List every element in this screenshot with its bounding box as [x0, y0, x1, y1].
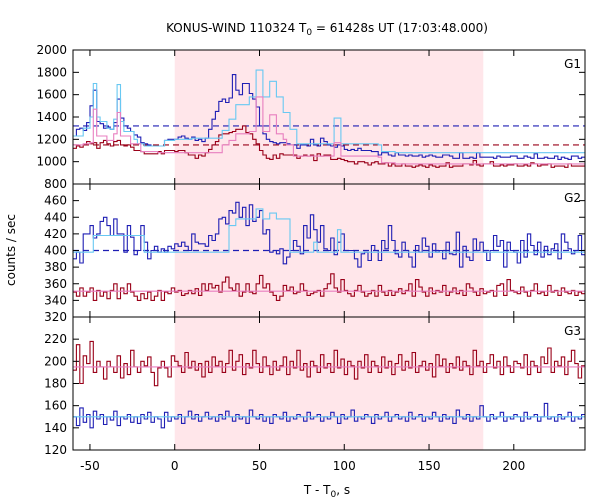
panel-g1: 800 1000 1200 1400 1600 1800 2000 G1 [36, 43, 586, 191]
y-tick-label: 220 [44, 332, 67, 346]
y-tick-label: 320 [44, 310, 67, 324]
x-tick-label: 150 [418, 459, 441, 473]
x-tick-label: 50 [252, 459, 267, 473]
y-axis-label: counts / sec [4, 214, 18, 286]
series-light_blue-line [73, 208, 585, 253]
panel-plot-area [73, 69, 585, 168]
y-tick-label: 2000 [36, 43, 67, 57]
y-tick-label: 180 [44, 377, 67, 391]
x-tick-label: 0 [171, 459, 179, 473]
panel-label: G1 [564, 57, 581, 71]
panels-group: 800100012001400160018002000G132034036038… [36, 43, 586, 473]
series-pink-line [73, 96, 585, 165]
y-tick-label: 380 [44, 260, 67, 274]
panel-plot-area [73, 201, 585, 301]
series-light_blue-line [73, 69, 585, 154]
panel-g2: 320 340 360 380 400 420 440 460 G2 [44, 183, 586, 324]
y-tick-label: 140 [44, 421, 67, 435]
series-dark_red-line [73, 273, 585, 301]
y-tick-label: 1200 [36, 132, 67, 146]
panel-plot-area [73, 340, 585, 429]
y-tick-label: 360 [44, 277, 67, 291]
y-tick-label: 200 [44, 354, 67, 368]
y-tick-label: 1800 [36, 65, 67, 79]
y-tick-label: 160 [44, 399, 67, 413]
x-tick-label: 100 [333, 459, 356, 473]
panel-label: G3 [564, 324, 581, 338]
y-tick-label: 340 [44, 293, 67, 307]
x-tick-labels: -50 0 50 100 150 200 [80, 459, 525, 473]
chart-title: KONUS-WIND 110324 T0 = 61428s UT (17:03:… [166, 21, 488, 38]
y-tick-label: 1000 [36, 155, 67, 169]
x-axis-label: T - T0, s [303, 483, 350, 500]
y-tick-label: 400 [44, 244, 67, 258]
y-tick-label: 460 [44, 194, 67, 208]
x-tick-label: 200 [502, 459, 525, 473]
series-dark_red-line [73, 340, 585, 387]
y-tick-label: 800 [44, 177, 67, 191]
panel-label: G2 [564, 191, 581, 205]
y-tick-label: 440 [44, 210, 67, 224]
series-dark_blue-line [73, 74, 585, 160]
y-tick-label: 120 [44, 443, 67, 457]
y-tick-label: 1600 [36, 88, 67, 102]
y-tick-label: 420 [44, 227, 67, 241]
panel-g3: 120 140 160 180 200 220 G3 [44, 316, 586, 457]
series-dark_blue-line [73, 201, 585, 268]
y-tick-label: 1400 [36, 110, 67, 124]
x-tick-label: -50 [80, 459, 100, 473]
